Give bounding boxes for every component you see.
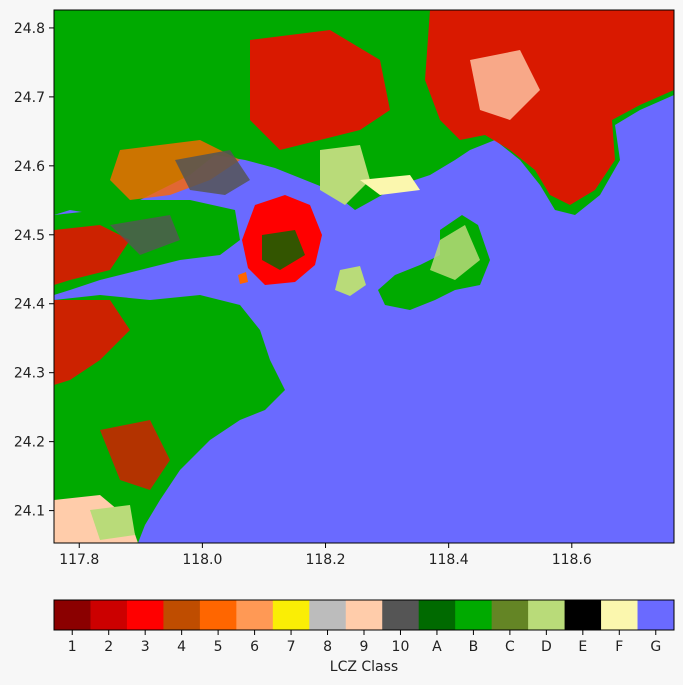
colorbar-tick-label: 6 <box>250 639 259 655</box>
colorbar-swatch-8 <box>309 600 347 630</box>
colorbar-tick-label: 4 <box>177 639 186 655</box>
colorbar-swatch-F <box>601 600 639 630</box>
xiamen-green <box>262 230 305 270</box>
small-island <box>335 266 366 296</box>
sand-patch <box>360 175 420 195</box>
colorbar-tick-label: G <box>650 639 661 655</box>
colorbar-swatch-7 <box>272 600 310 630</box>
colorbar-swatch-2 <box>90 600 128 630</box>
lowplant-patch <box>320 145 370 205</box>
colorbar-tick-label: 5 <box>214 639 223 655</box>
colorbar-tick-label: B <box>469 639 479 655</box>
y-axis: 24.1 24.2 24.3 24.4 24.5 24.6 24.7 24.8 <box>14 21 54 520</box>
colorbar-swatch-C <box>491 600 529 630</box>
colorbar-tick-label: F <box>615 639 623 655</box>
colorbar-swatch-5 <box>199 600 237 630</box>
map-panel <box>54 10 674 543</box>
y-tick-label: 24.6 <box>14 159 45 175</box>
colorbar-swatch-10 <box>382 600 420 630</box>
southwest-mainland <box>54 295 285 543</box>
southwest-coastal-urban <box>100 420 170 490</box>
x-tick-label: 118.6 <box>552 552 592 568</box>
colorbar-tick-label: A <box>432 639 442 655</box>
colorbar-tick-label: 2 <box>104 639 113 655</box>
colorbar-tick-label: E <box>578 639 587 655</box>
colorbar-tick-label: 3 <box>141 639 150 655</box>
colorbar-swatch-B <box>455 600 493 630</box>
colorbar-tick-label: 8 <box>323 639 332 655</box>
y-tick-label: 24.2 <box>14 435 45 451</box>
west-urban-middle <box>54 225 130 285</box>
y-tick-label: 24.3 <box>14 366 45 382</box>
colorbar-tick-label: C <box>505 639 515 655</box>
colorbar-swatch-1 <box>54 600 91 630</box>
colorbar-tick-label: D <box>541 639 552 655</box>
y-tick-label: 24.7 <box>14 90 45 106</box>
y-tick-label: 24.1 <box>14 504 45 520</box>
colorbar-swatch-6 <box>236 600 274 630</box>
colorbar-tick-label: 1 <box>68 639 77 655</box>
kinmen-lowplant <box>430 225 480 280</box>
urban-central-north <box>250 30 390 150</box>
colorbar-swatch-G <box>637 600 675 630</box>
sparse-patches <box>470 50 540 120</box>
colorbar-tick-label: 7 <box>287 639 296 655</box>
x-axis: 117.8 118.0 118.2 118.4 118.6 <box>59 543 592 568</box>
industrial-grey <box>175 150 250 195</box>
y-tick-label: 24.4 <box>14 297 45 313</box>
x-tick-label: 118.0 <box>182 552 222 568</box>
colorbar-swatch-4 <box>163 600 201 630</box>
southwest-lowplant <box>90 505 135 540</box>
colorbar: 1 2 3 4 5 6 7 8 9 10 A B C D E F G <box>53 599 675 655</box>
colorbar-tick-label: 10 <box>392 639 410 655</box>
colorbar-swatch-D <box>528 600 566 630</box>
colorbar-label: LCZ Class <box>330 659 398 675</box>
colorbar-tick-label: 9 <box>360 639 369 655</box>
colorbar-swatch-A <box>418 600 456 630</box>
y-tick-label: 24.5 <box>14 228 45 244</box>
map-frame <box>53 9 675 544</box>
colorbar-frame <box>53 599 675 631</box>
colorbar-swatch-9 <box>345 600 383 630</box>
southwest-urban <box>54 300 130 385</box>
gulangyu-islet <box>238 272 248 284</box>
y-tick-label: 24.8 <box>14 21 45 37</box>
x-tick-label: 118.2 <box>305 552 345 568</box>
colorbar-swatch-E <box>564 600 602 630</box>
x-tick-label: 118.4 <box>429 552 469 568</box>
colorbar-swatch-3 <box>126 600 164 630</box>
west-industrial <box>110 215 180 255</box>
x-tick-label: 117.8 <box>59 552 99 568</box>
